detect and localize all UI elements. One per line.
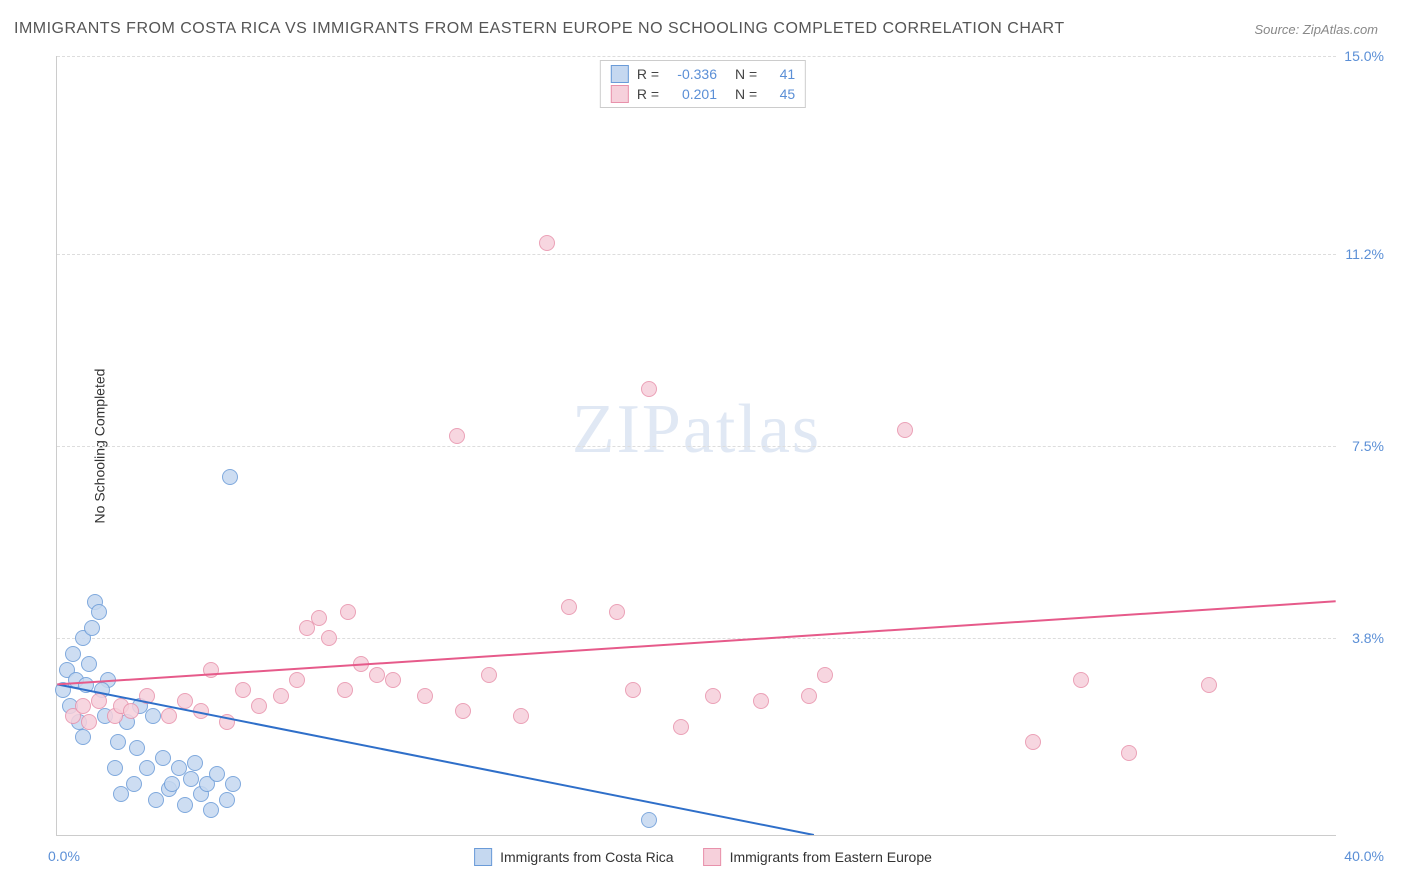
scatter-point — [481, 667, 497, 683]
scatter-point — [385, 672, 401, 688]
scatter-point — [161, 708, 177, 724]
scatter-point — [321, 630, 337, 646]
scatter-point — [222, 469, 238, 485]
scatter-point — [340, 604, 356, 620]
scatter-point — [183, 771, 199, 787]
legend-swatch — [474, 848, 492, 866]
legend-stats: R = -0.336 N = 41 R = 0.201 N = 45 — [600, 60, 806, 108]
scatter-point — [187, 755, 203, 771]
scatter-point — [110, 734, 126, 750]
scatter-point — [561, 599, 577, 615]
scatter-point — [641, 812, 657, 828]
legend-series-label: Immigrants from Costa Rica — [500, 849, 673, 865]
chart-container: IMMIGRANTS FROM COSTA RICA VS IMMIGRANTS… — [0, 0, 1406, 892]
scatter-point — [1025, 734, 1041, 750]
legend-n-label: N = — [735, 86, 757, 102]
scatter-layer — [57, 56, 1336, 835]
plot-area: ZIPatlas — [56, 56, 1336, 836]
scatter-point — [273, 688, 289, 704]
scatter-point — [353, 656, 369, 672]
scatter-point — [193, 703, 209, 719]
scatter-point — [337, 682, 353, 698]
scatter-point — [513, 708, 529, 724]
scatter-point — [289, 672, 305, 688]
legend-series-item: Immigrants from Costa Rica — [474, 848, 673, 866]
scatter-point — [164, 776, 180, 792]
scatter-point — [81, 656, 97, 672]
scatter-point — [251, 698, 267, 714]
scatter-point — [81, 714, 97, 730]
scatter-point — [641, 381, 657, 397]
y-tick-label: 15.0% — [1344, 48, 1384, 64]
scatter-point — [139, 688, 155, 704]
scatter-point — [801, 688, 817, 704]
legend-r-value: 0.201 — [667, 86, 717, 102]
scatter-point — [123, 703, 139, 719]
legend-r-label: R = — [637, 66, 659, 82]
y-tick-label: 7.5% — [1352, 438, 1384, 454]
legend-r-value: -0.336 — [667, 66, 717, 82]
scatter-point — [455, 703, 471, 719]
legend-series-item: Immigrants from Eastern Europe — [704, 848, 932, 866]
scatter-point — [75, 698, 91, 714]
scatter-point — [625, 682, 641, 698]
chart-title: IMMIGRANTS FROM COSTA RICA VS IMMIGRANTS… — [14, 20, 1065, 38]
scatter-point — [91, 604, 107, 620]
scatter-point — [311, 610, 327, 626]
scatter-point — [225, 776, 241, 792]
scatter-point — [369, 667, 385, 683]
scatter-point — [203, 662, 219, 678]
legend-series-label: Immigrants from Eastern Europe — [730, 849, 932, 865]
scatter-point — [449, 428, 465, 444]
scatter-point — [155, 750, 171, 766]
scatter-point — [673, 719, 689, 735]
legend-series: Immigrants from Costa Rica Immigrants fro… — [474, 848, 932, 866]
scatter-point — [235, 682, 251, 698]
legend-stat-row: R = -0.336 N = 41 — [611, 65, 795, 83]
scatter-point — [753, 693, 769, 709]
scatter-point — [817, 667, 833, 683]
scatter-point — [219, 714, 235, 730]
scatter-point — [177, 693, 193, 709]
scatter-point — [145, 708, 161, 724]
x-tick-max: 40.0% — [1344, 848, 1384, 864]
source-attribution: Source: ZipAtlas.com — [1254, 22, 1378, 37]
legend-n-value: 45 — [765, 86, 795, 102]
scatter-point — [1073, 672, 1089, 688]
scatter-point — [203, 802, 219, 818]
scatter-point — [78, 677, 94, 693]
scatter-point — [139, 760, 155, 776]
scatter-point — [417, 688, 433, 704]
scatter-point — [209, 766, 225, 782]
scatter-point — [65, 646, 81, 662]
legend-n-value: 41 — [765, 66, 795, 82]
scatter-point — [897, 422, 913, 438]
scatter-point — [1201, 677, 1217, 693]
scatter-point — [107, 760, 123, 776]
scatter-point — [609, 604, 625, 620]
scatter-point — [75, 729, 91, 745]
y-tick-label: 3.8% — [1352, 630, 1384, 646]
legend-swatch — [611, 85, 629, 103]
scatter-point — [219, 792, 235, 808]
scatter-point — [91, 693, 107, 709]
scatter-point — [705, 688, 721, 704]
x-tick-min: 0.0% — [48, 848, 80, 864]
legend-r-label: R = — [637, 86, 659, 102]
legend-swatch — [704, 848, 722, 866]
scatter-point — [84, 620, 100, 636]
legend-swatch — [611, 65, 629, 83]
y-tick-label: 11.2% — [1345, 246, 1384, 262]
legend-stat-row: R = 0.201 N = 45 — [611, 85, 795, 103]
scatter-point — [129, 740, 145, 756]
scatter-point — [177, 797, 193, 813]
scatter-point — [1121, 745, 1137, 761]
legend-n-label: N = — [735, 66, 757, 82]
scatter-point — [539, 235, 555, 251]
scatter-point — [126, 776, 142, 792]
